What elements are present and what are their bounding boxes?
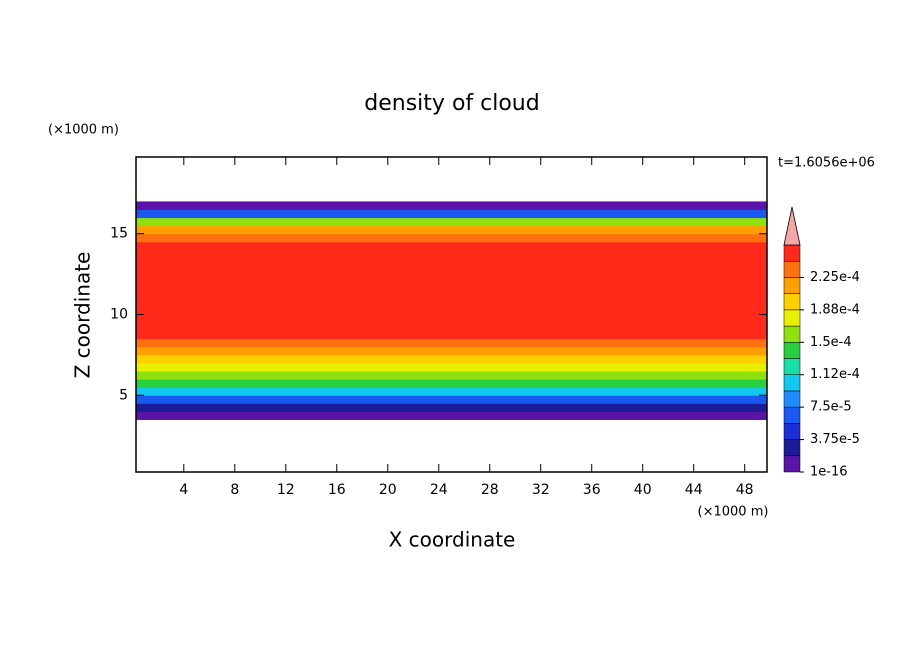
field-cell <box>136 314 767 324</box>
x-tick-label: 4 <box>179 482 188 498</box>
field-cell <box>136 241 767 251</box>
field-cell <box>136 379 767 388</box>
colorbar-band <box>783 358 801 375</box>
colorbar-band <box>783 309 801 327</box>
x-tick-label: 48 <box>736 482 754 498</box>
y-axis-label: Z coordinate <box>71 252 95 379</box>
colorbar-band <box>783 260 801 278</box>
field-cell <box>136 411 767 420</box>
colorbar-band <box>783 439 801 457</box>
x-tick-label: 24 <box>430 482 448 498</box>
colorbar-label: 1e-16 <box>810 465 848 480</box>
colorbar-band <box>783 455 801 473</box>
x-tick-label: 44 <box>685 482 703 498</box>
field-cell <box>136 201 767 210</box>
y-unit: (×1000 m) <box>48 123 119 138</box>
colorbar-extend <box>783 206 801 246</box>
field-cell <box>136 395 767 404</box>
field-cell <box>136 387 767 396</box>
colorbar-band <box>783 390 801 408</box>
field-cell <box>136 330 767 340</box>
field-cell <box>136 233 767 243</box>
x-tick-label: 8 <box>230 482 239 498</box>
colorbar-band <box>783 406 801 424</box>
field-cell <box>136 274 767 283</box>
field-cell <box>136 257 767 267</box>
x-tick-label: 16 <box>328 482 346 498</box>
field-cell <box>136 371 767 380</box>
field-cell <box>136 298 767 307</box>
field-cell <box>136 354 767 364</box>
x-tick-label: 28 <box>481 482 499 498</box>
colorbar-band <box>783 325 801 343</box>
colorbar-label: 1.5e-4 <box>810 335 852 350</box>
colorbar-label: 1.12e-4 <box>810 367 860 382</box>
colorbar-band <box>783 244 801 262</box>
field-cell <box>136 209 767 219</box>
x-tick-label: 36 <box>583 482 601 498</box>
field-cell <box>136 306 767 315</box>
x-axis-label: X coordinate <box>389 528 516 552</box>
x-unit: (×1000 m) <box>698 505 769 520</box>
field-cell <box>136 338 767 348</box>
field-cell <box>136 346 767 356</box>
x-tick-label: 20 <box>379 482 397 498</box>
field-cell <box>136 362 767 372</box>
y-tick-label: 5 <box>119 387 128 403</box>
x-tick-label: 32 <box>532 482 550 498</box>
annotation: t=1.6056e+06 <box>778 156 875 171</box>
field-cell <box>136 322 767 332</box>
field-cell <box>136 282 767 291</box>
field-cell <box>136 217 767 227</box>
y-tick-label: 15 <box>110 226 128 242</box>
colorbar-band <box>783 277 801 294</box>
field-cell <box>136 266 767 275</box>
colorbar-band <box>783 342 801 359</box>
x-tick-label: 12 <box>277 482 295 498</box>
field-cell <box>136 290 767 299</box>
colorbar-label: 2.25e-4 <box>810 270 860 285</box>
colorbar-band <box>783 423 801 440</box>
field-cell <box>136 403 767 412</box>
colorbar-label: 7.5e-5 <box>810 400 852 415</box>
colorbar-band <box>783 374 801 392</box>
x-tick-label: 40 <box>634 482 652 498</box>
colorbar-label: 3.75e-5 <box>810 432 860 447</box>
chart-title: density of cloud <box>364 91 539 116</box>
y-tick-label: 10 <box>110 307 128 323</box>
field-cell <box>136 249 767 259</box>
colorbar-label: 1.88e-4 <box>810 302 860 317</box>
field-cell <box>136 225 767 235</box>
colorbar-band <box>783 293 801 311</box>
